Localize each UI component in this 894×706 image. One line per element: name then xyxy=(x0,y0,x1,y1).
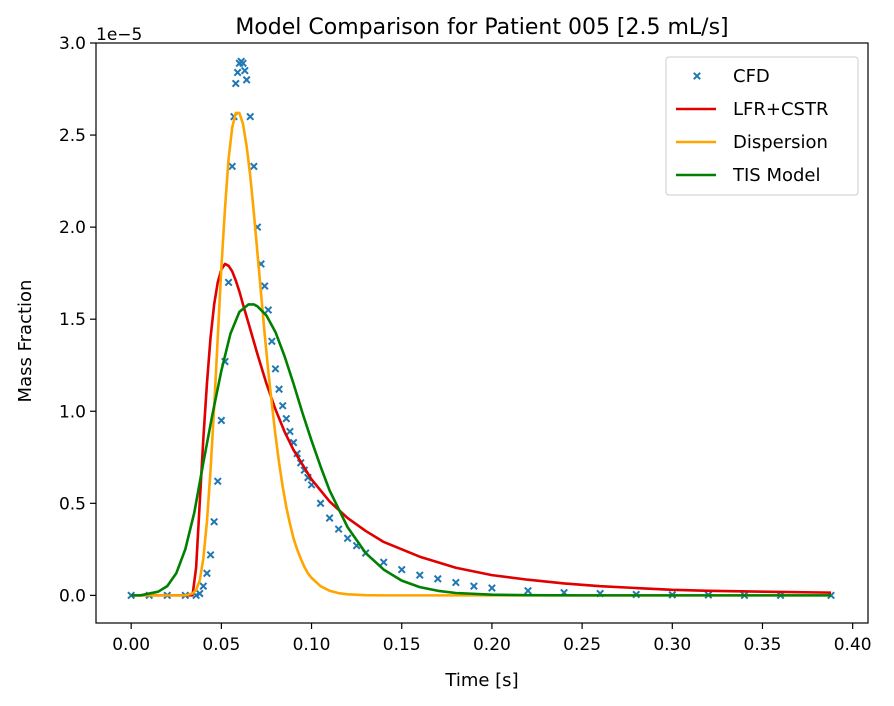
legend-label: TIS Model xyxy=(732,165,821,186)
x-tick-label: 0.35 xyxy=(744,635,782,655)
data-point xyxy=(278,401,287,410)
data-point xyxy=(316,499,325,508)
data-point xyxy=(195,589,204,598)
y-tick-label: 1.5 xyxy=(59,310,86,330)
data-point xyxy=(260,282,269,290)
x-tick-label: 0.30 xyxy=(653,635,691,655)
x-axis-label: Time [s] xyxy=(444,670,518,691)
series-line-tis-model xyxy=(131,303,832,597)
data-point xyxy=(233,68,242,77)
y-axis-label: Mass Fraction xyxy=(15,280,36,403)
legend-label: CFD xyxy=(733,66,770,87)
legend-label: LFR+CSTR xyxy=(733,99,828,120)
data-point xyxy=(267,337,276,346)
data-point xyxy=(415,571,424,580)
data-point xyxy=(203,569,211,578)
series-line-dispersion xyxy=(131,111,832,597)
data-point xyxy=(239,59,247,68)
data-point xyxy=(228,162,237,171)
y-offset-label: 1e−5 xyxy=(96,25,142,45)
y-tick-label: 2.0 xyxy=(59,218,86,238)
data-point xyxy=(249,162,258,171)
x-ticks: 0.00 0.05 0.10 0.15 0.20 0.25 0.30 0.35 0.40 xyxy=(112,623,872,655)
data-point xyxy=(217,416,226,425)
data-point xyxy=(451,578,460,587)
legend-label: Dispersion xyxy=(733,132,828,153)
data-point xyxy=(282,414,291,423)
data-point xyxy=(334,525,343,534)
data-point xyxy=(469,582,478,591)
chart-title: Model Comparison for Patient 005 [2.5 mL… xyxy=(235,15,728,40)
x-tick-label: 0.05 xyxy=(202,635,240,655)
data-point xyxy=(246,112,255,121)
y-tick-label: 0.0 xyxy=(59,586,86,606)
data-point xyxy=(433,574,442,583)
data-point xyxy=(210,517,219,526)
data-point xyxy=(488,584,496,592)
y-tick-label: 3.0 xyxy=(59,34,86,54)
data-point xyxy=(199,582,208,591)
data-point xyxy=(379,558,388,567)
data-point xyxy=(242,75,251,84)
legend-item: CFD xyxy=(693,66,770,87)
x-tick-label: 0.25 xyxy=(563,635,601,655)
series-layer xyxy=(127,57,835,600)
data-point xyxy=(271,364,280,373)
data-point xyxy=(224,278,233,287)
legend: CFD LFR+CSTR Dispersion TIS Model xyxy=(665,56,859,196)
plot-area: 0.00 0.05 0.10 0.15 0.20 0.25 0.30 0.35 0.40 0.0… xyxy=(59,34,872,655)
data-point xyxy=(397,565,406,574)
legend-item: Dispersion xyxy=(676,132,828,153)
data-point xyxy=(231,79,240,88)
data-point xyxy=(264,306,273,314)
x-tick-label: 0.15 xyxy=(383,635,421,655)
legend-item: TIS Model xyxy=(676,165,821,186)
data-point xyxy=(275,385,283,394)
x-tick-label: 0.20 xyxy=(473,635,511,655)
x-tick-label: 0.00 xyxy=(112,635,150,655)
series-line-lfr-cstr xyxy=(131,262,832,597)
data-point xyxy=(206,550,215,559)
x-tick-label: 0.10 xyxy=(293,635,331,655)
data-point xyxy=(343,534,352,543)
data-point xyxy=(240,66,249,75)
legend-marker-x xyxy=(693,72,701,80)
data-point xyxy=(213,477,222,486)
data-point xyxy=(325,514,334,522)
plot-frame xyxy=(95,42,869,624)
y-ticks: 0.0 0.5 1.0 1.5 2.0 2.5 3.0 xyxy=(59,34,96,606)
y-tick-label: 0.5 xyxy=(59,494,86,514)
legend-frame xyxy=(665,56,859,196)
data-point xyxy=(524,586,532,595)
y-tick-label: 2.5 xyxy=(59,126,86,146)
legend-item: LFR+CSTR xyxy=(676,99,828,120)
y-tick-label: 1.0 xyxy=(59,402,86,422)
x-tick-label: 0.40 xyxy=(834,635,872,655)
data-point xyxy=(285,427,294,436)
